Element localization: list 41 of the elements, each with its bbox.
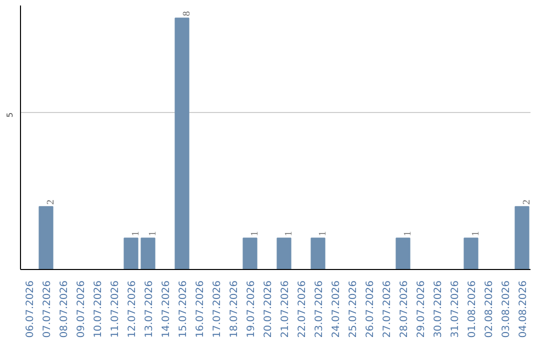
x-tick-label: 08.07.2026 [59,280,70,338]
x-tick-label: 29.07.2026 [416,280,427,338]
x-tick-label: 24.07.2026 [331,280,342,338]
x-tick-label: 15.07.2026 [178,280,189,338]
x-tick-label: 21.07.2026 [280,280,291,338]
x-tick-label: 11.07.2026 [110,280,121,338]
x-tick-label: 31.07.2026 [450,280,461,338]
x-tick-label: 02.08.2026 [484,280,495,338]
data-label: 1 [250,231,260,236]
x-tick-label: 28.07.2026 [399,280,410,338]
x-tick-label: 01.08.2026 [467,280,478,338]
data-label: 1 [148,231,158,236]
x-tick-label: 13.07.2026 [144,280,155,338]
x-tick-label: 20.07.2026 [263,280,274,338]
x-tick-label: 19.07.2026 [246,280,257,338]
data-label: 1 [130,231,142,236]
x-tick-label: 23.07.2026 [314,280,325,338]
x-tick-label: 04.08.2026 [518,280,529,338]
data-label: 1 [284,231,294,236]
x-tick-label: 06.07.2026 [25,280,36,338]
data-label: 2 [522,200,532,205]
x-tick-label: 27.07.2026 [382,280,393,338]
x-tick-label: 26.07.2026 [365,280,376,338]
x-tick-label: 10.07.2026 [93,280,104,338]
x-tick-label: 17.07.2026 [212,280,223,338]
data-label: 8 [182,11,192,16]
x-tick-label: 18.07.2026 [229,280,240,338]
x-tick-label: 22.07.2026 [297,280,308,338]
x-tick-label: 03.08.2026 [501,280,512,338]
data-label: 1 [470,231,482,236]
x-tick-label: 07.07.2026 [42,280,53,338]
x-tick-label: 30.07.2026 [433,280,444,338]
data-label: 2 [46,200,56,205]
x-tick-label: 09.07.2026 [76,280,87,338]
data-label: 1 [318,231,328,236]
x-tick-label: 25.07.2026 [348,280,359,338]
x-tick-label: 14.07.2026 [161,280,172,338]
x-tick-label: 12.07.2026 [127,280,138,338]
y-tick-label: 5 [6,112,14,118]
data-label: 1 [402,231,414,236]
x-tick-label: 16.07.2026 [195,280,206,338]
